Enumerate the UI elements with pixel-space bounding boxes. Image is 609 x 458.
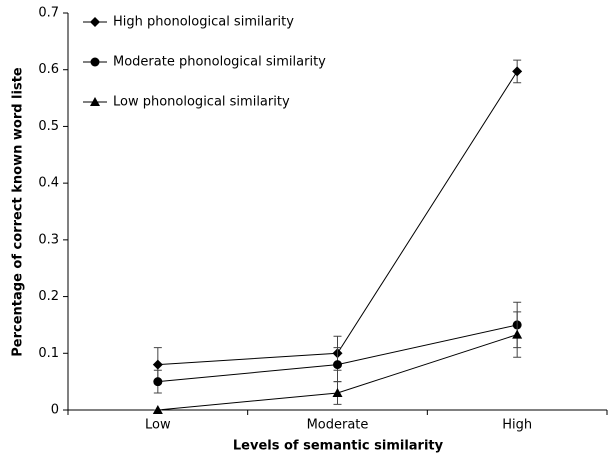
marker — [333, 360, 342, 370]
marker — [90, 57, 100, 67]
marker — [512, 66, 523, 77]
legend-label: High phonological similarity — [113, 15, 294, 30]
y-tick-label: 0.7 — [38, 6, 59, 21]
series-line — [157, 71, 518, 366]
x-axis-title: Levels of semantic similarity — [233, 439, 444, 454]
x-tick-label: Moderate — [307, 418, 369, 433]
y-tick-label: 0.6 — [38, 62, 59, 77]
x-tick-label: High — [502, 418, 532, 433]
legend-label: Low phonological similarity — [113, 95, 290, 110]
x-tick-label: Low — [145, 418, 171, 433]
marker — [332, 387, 343, 397]
y-axis-title: Percentage of correct known word liste — [11, 67, 26, 357]
marker — [152, 405, 163, 414]
marker — [90, 17, 100, 27]
y-tick-label: 0 — [51, 403, 59, 418]
marker — [153, 377, 163, 387]
y-tick-label: 0.1 — [38, 346, 59, 361]
marker — [512, 329, 523, 339]
legend-label: Moderate phonological similarity — [113, 55, 326, 70]
y-tick-label: 0.4 — [38, 176, 59, 191]
y-tick-label: 0.3 — [38, 232, 59, 247]
marker — [152, 359, 163, 370]
y-tick-label: 0.2 — [38, 289, 59, 304]
marker — [90, 97, 100, 106]
y-tick-label: 0.5 — [38, 119, 59, 134]
